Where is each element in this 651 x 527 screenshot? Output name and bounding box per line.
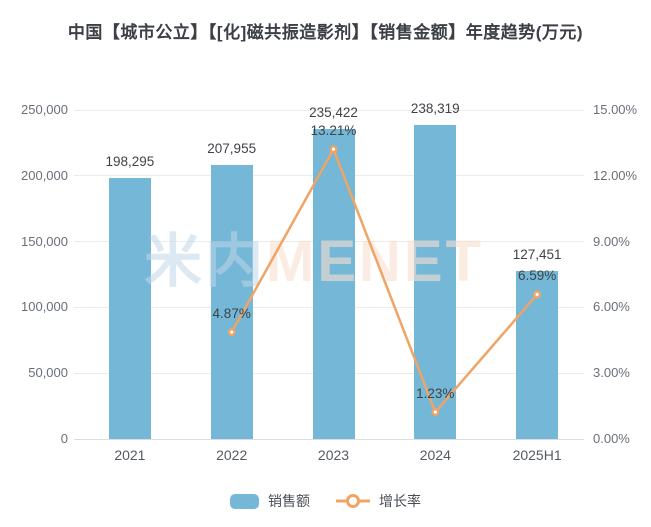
chart-title: 中国【城市公立】【[化]磁共振造影剂】【销售金额】年度趋势(万元) [67, 23, 584, 42]
x-axis-label-2025H1: 2025H1 [512, 447, 562, 463]
x-axis-label-2024: 2024 [419, 447, 451, 463]
watermark-en-text: MENET [266, 229, 485, 294]
gridline [74, 109, 584, 111]
watermark: 米内MENET [144, 233, 484, 291]
growth-value-label-2022: 4.87% [212, 306, 251, 322]
legend: 销售额 增长率 [0, 491, 651, 511]
y-axis-tick-label-right: 6.00% [593, 299, 630, 315]
y-axis-tick-label-right: 12.00% [593, 167, 638, 183]
y-axis-tick-label-left: 100,000 [21, 299, 68, 315]
y-axis-tick-label-left: 50,000 [28, 365, 68, 381]
y-axis-tick-label-right: 0.00% [593, 431, 630, 446]
legend-item-sales[interactable]: 销售额 [230, 491, 310, 511]
growth-value-label-2025H1: 6.59% [517, 268, 557, 284]
bar-value-label-2022: 207,955 [207, 141, 257, 157]
y-axis-tick-label-left: 0 [60, 431, 68, 446]
legend-item-growth[interactable]: 增长率 [336, 491, 421, 511]
bar-2022[interactable] [210, 165, 253, 439]
x-axis-label-2023: 2023 [317, 447, 350, 463]
growth-value-label-2023: 13.21% [310, 123, 357, 139]
bar-value-label-2025H1: 127,451 [512, 247, 562, 263]
bar-2021[interactable] [108, 178, 151, 439]
growth-value-label-2024: 1.23% [416, 386, 455, 402]
bar-value-label-2021: 198,295 [105, 154, 155, 170]
y-axis-tick-label-left: 200,000 [21, 167, 68, 183]
line-swatch-icon [336, 494, 370, 508]
x-axis-label-2021: 2021 [114, 447, 146, 463]
bar-value-label-2023: 235,422 [309, 105, 358, 121]
legend-label-growth: 增长率 [379, 493, 421, 509]
legend-label-sales: 销售额 [268, 493, 310, 509]
gridline [74, 438, 584, 440]
y-axis-tick-label-right: 15.00% [593, 102, 638, 117]
y-axis-tick-label-right: 3.00% [593, 365, 630, 381]
y-axis-tick-label-right: 9.00% [593, 233, 630, 249]
watermark-cn-text: 米内 [144, 229, 267, 294]
y-axis-tick-label-left: 250,000 [21, 102, 68, 117]
bar-2025H1[interactable] [516, 271, 559, 439]
bar-value-label-2024: 238,319 [410, 101, 460, 117]
bar-swatch-icon [230, 493, 259, 509]
x-axis-label-2022: 2022 [216, 447, 248, 463]
y-axis-tick-label-left: 150,000 [21, 233, 68, 249]
